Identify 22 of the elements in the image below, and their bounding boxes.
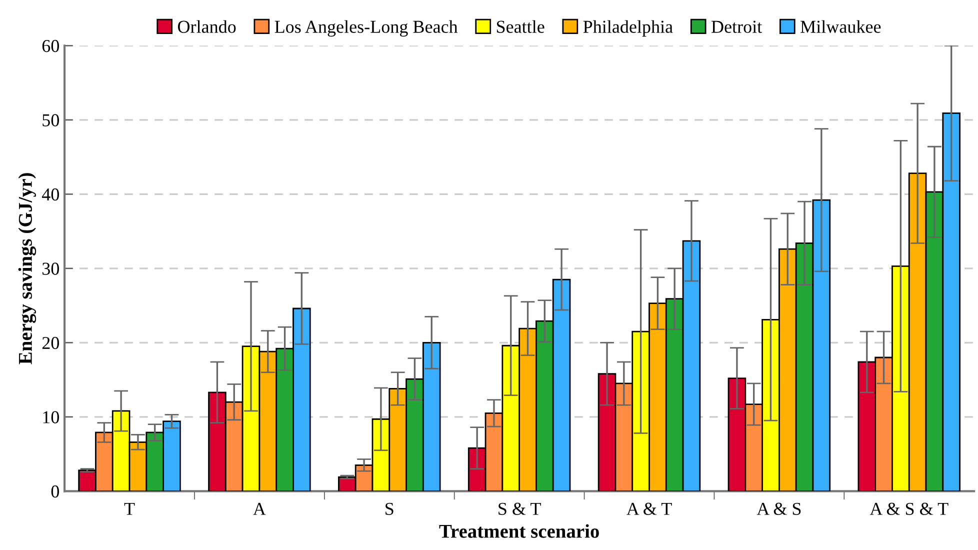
y-tick-label: 10 (43, 411, 59, 424)
x-tick-label: A & S & T (870, 502, 948, 515)
legend-label: Philadelphia (583, 20, 673, 37)
y-tick-label: 20 (42, 336, 59, 350)
legend-label: Orlando (178, 20, 236, 33)
legend-label: Seattle (496, 20, 544, 33)
legend-label: Detroit (712, 20, 762, 33)
x-tick-label: A (253, 502, 266, 515)
y-tick-label: 40 (42, 188, 59, 201)
legend-label: Los Angeles-Long Beach (274, 20, 458, 37)
x-tick-label: A & T (626, 502, 672, 515)
x-tick-label: S & T (498, 502, 541, 515)
y-axis-title: Energy savings (GJ/yr) (18, 173, 36, 364)
x-axis-title: Treatment scenario (439, 524, 599, 538)
x-tick-label: S (386, 502, 394, 515)
y-tick-label: 30 (42, 262, 59, 275)
y-tick-label: 0 (51, 485, 59, 498)
y-tick-label: 50 (42, 114, 59, 126)
legend-label: Milwaukee (800, 20, 881, 33)
y-tick-label: 60 (42, 40, 59, 52)
x-tick-label: A & S (756, 502, 801, 515)
x-tick-label: T (124, 502, 135, 515)
